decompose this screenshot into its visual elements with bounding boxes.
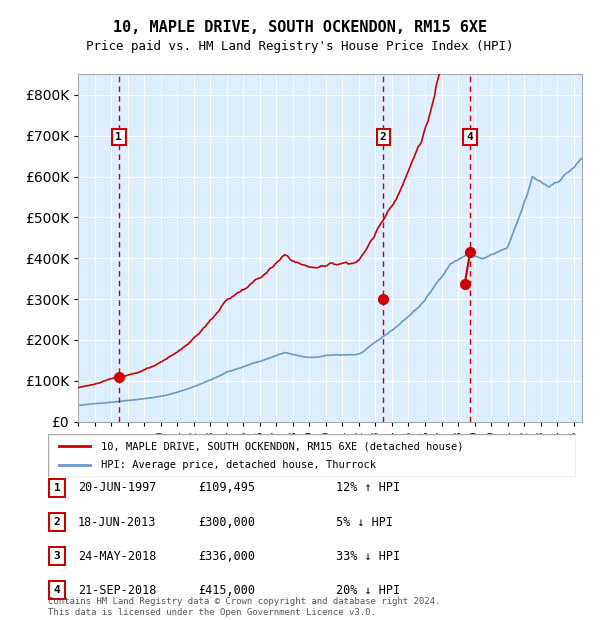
Text: 20% ↓ HPI: 20% ↓ HPI — [336, 584, 400, 596]
Text: 12% ↑ HPI: 12% ↑ HPI — [336, 482, 400, 494]
Text: 1: 1 — [53, 483, 61, 493]
FancyBboxPatch shape — [49, 479, 65, 497]
Text: 2: 2 — [380, 132, 386, 142]
Text: Contains HM Land Registry data © Crown copyright and database right 2024.
This d: Contains HM Land Registry data © Crown c… — [48, 598, 440, 617]
Text: 21-SEP-2018: 21-SEP-2018 — [78, 584, 157, 596]
Text: £336,000: £336,000 — [198, 550, 255, 562]
Text: 1: 1 — [115, 132, 122, 142]
Text: 4: 4 — [53, 585, 61, 595]
Text: 18-JUN-2013: 18-JUN-2013 — [78, 516, 157, 528]
Text: 10, MAPLE DRIVE, SOUTH OCKENDON, RM15 6XE: 10, MAPLE DRIVE, SOUTH OCKENDON, RM15 6X… — [113, 20, 487, 35]
FancyBboxPatch shape — [48, 434, 576, 477]
FancyBboxPatch shape — [49, 547, 65, 565]
Text: 10, MAPLE DRIVE, SOUTH OCKENDON, RM15 6XE (detached house): 10, MAPLE DRIVE, SOUTH OCKENDON, RM15 6X… — [101, 441, 463, 451]
FancyBboxPatch shape — [49, 513, 65, 531]
Text: HPI: Average price, detached house, Thurrock: HPI: Average price, detached house, Thur… — [101, 460, 376, 470]
Text: £300,000: £300,000 — [198, 516, 255, 528]
Text: Price paid vs. HM Land Registry's House Price Index (HPI): Price paid vs. HM Land Registry's House … — [86, 40, 514, 53]
Text: £415,000: £415,000 — [198, 584, 255, 596]
Text: 4: 4 — [467, 132, 473, 142]
Text: 33% ↓ HPI: 33% ↓ HPI — [336, 550, 400, 562]
Text: 5% ↓ HPI: 5% ↓ HPI — [336, 516, 393, 528]
Text: 24-MAY-2018: 24-MAY-2018 — [78, 550, 157, 562]
Text: 20-JUN-1997: 20-JUN-1997 — [78, 482, 157, 494]
Text: £109,495: £109,495 — [198, 482, 255, 494]
FancyBboxPatch shape — [49, 582, 65, 599]
Text: 3: 3 — [53, 551, 61, 561]
Text: 2: 2 — [53, 517, 61, 527]
